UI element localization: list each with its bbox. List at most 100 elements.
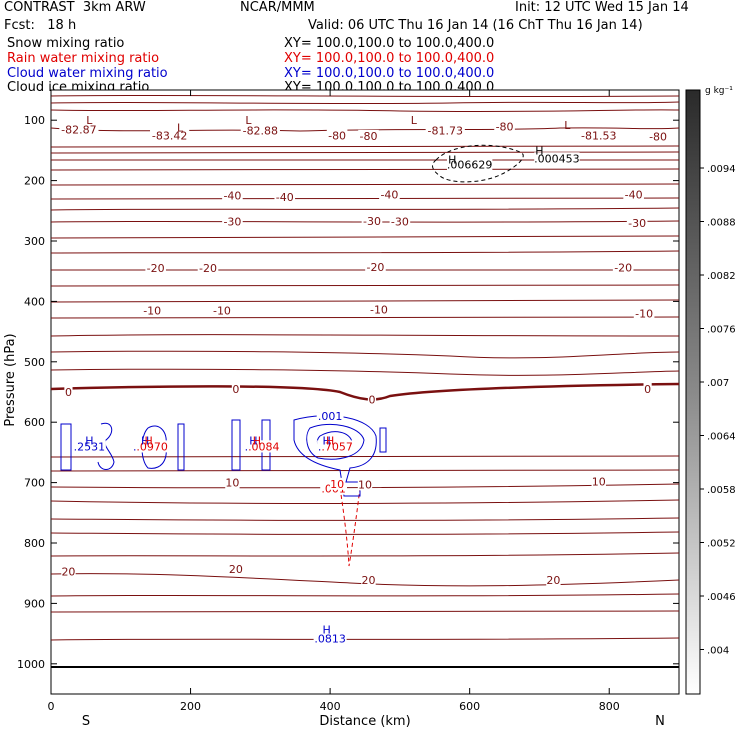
temperature-contour-label-bg: [361, 573, 376, 586]
temperature-contour-label: 10: [358, 478, 372, 491]
temperature-contour-label-bg: [647, 130, 669, 143]
temperature-contour-label-bg: [425, 124, 465, 137]
temperature-contour-label-bg: [546, 573, 561, 586]
high-marker: H: [249, 434, 257, 447]
organization: NCAR/MMM: [240, 0, 315, 15]
y-tick-label: 400: [24, 295, 45, 308]
temperature-contour-label-bg: [591, 475, 606, 488]
rain-max-label: .7057: [321, 440, 353, 453]
temperature-contour-label-bg: [225, 476, 240, 489]
low-marker: L: [177, 121, 184, 134]
high-marker: H: [85, 434, 93, 447]
plot-area: [50, 89, 680, 695]
x-tick-label: 200: [180, 700, 201, 713]
low-marker: L: [245, 114, 252, 127]
snow-contour-label: .006629: [447, 158, 493, 171]
field-name-snow: Snow mixing ratio: [7, 36, 125, 51]
temperature-contour-label: -40: [625, 189, 643, 202]
temperature-contour-label: -10: [213, 304, 231, 317]
temperature-contour-label: 20: [61, 565, 75, 578]
temperature-contour-label: -10: [143, 304, 161, 317]
high-marker: H: [535, 144, 543, 157]
x-axis: 0 200 400 600 800: [48, 90, 620, 713]
temperature-contour-label: -81.53: [581, 129, 616, 142]
rain-contour: [339, 487, 361, 567]
colorbar-tick-label: .0076: [707, 325, 736, 336]
temperature-contour-label: -80: [649, 131, 667, 144]
snow-contour-label-bg: [534, 152, 580, 165]
temperature-contour-label-bg: [197, 262, 219, 275]
cloud-water-contours: [60, 415, 387, 497]
snow-contour-label: .000453: [534, 152, 580, 165]
temperature-contour-label-bg: [389, 215, 411, 228]
high-marker: H: [141, 434, 149, 447]
field-xy-cloud-water: XY= 100.0,100.0 to 100.0,400.0: [284, 66, 495, 81]
temperature-contour-label: -10: [635, 308, 653, 321]
y-tick-label: 1000: [17, 658, 45, 671]
temperature-contour-label-bg: [361, 215, 383, 228]
rain-max-label-bg: [329, 477, 345, 490]
colorbar-tick-label: .0094: [707, 164, 736, 175]
model-title: CONTRAST 3km ARW: [4, 0, 146, 15]
colorbar-tick-label: .0052: [707, 539, 736, 550]
left-endpoint-label: S: [82, 714, 90, 729]
y-tick-label: 900: [24, 597, 45, 610]
temperature-contour-label: 10: [592, 475, 606, 488]
temperature-contour-label-bg: [150, 129, 190, 142]
x-axis-title: Distance (km): [319, 714, 410, 729]
colorbar-ticks: .0094 .0088 .0082 .0076 .007 .0064 .0058 .0052.…: [700, 164, 736, 657]
temperature-contour-label-bg: [357, 478, 373, 491]
temperature-contour-label-bg: [579, 129, 619, 142]
temperature-contour-label: 10: [225, 477, 239, 490]
temperature-contour-label-bg: [626, 216, 648, 229]
temperature-contour-label-bg: [494, 120, 515, 133]
cloud-water-label-bg: [316, 410, 344, 423]
x-tick-label: 400: [320, 700, 341, 713]
temperature-contour-label-bg: [367, 393, 377, 406]
high-marker: H: [326, 434, 334, 447]
y-tick-label: 600: [24, 416, 45, 429]
temperature-contour-label: -10: [370, 303, 388, 316]
temperature-contour-label-bg: [643, 383, 652, 395]
temperature-contour-label: -30: [363, 215, 381, 228]
temperature-contour-label-bg: [222, 215, 243, 228]
rain-max-label-bg: [135, 440, 169, 453]
cloud-water-label: .2531: [74, 440, 106, 453]
temperature-contour-label-bg: [59, 123, 99, 136]
snow-contour-label-bg: [446, 158, 493, 171]
temperature-contour-label: 20: [229, 563, 243, 576]
y-tick-label: 700: [24, 477, 45, 490]
temperature-contour-label-bg: [64, 386, 73, 399]
temperature-contour-label: -82.87: [61, 123, 96, 136]
forecast-hour: Fcst: 18 h: [4, 18, 77, 33]
y-tick-label: 200: [24, 175, 45, 188]
field-name-cloud-water: Cloud water mixing ratio: [7, 66, 168, 81]
y-tick-label: 300: [24, 235, 45, 248]
temperature-contour-label: -81.73: [428, 124, 463, 137]
temperature-contour-label-bg: [612, 261, 634, 274]
field-name-rain: Rain water mixing ratio: [7, 51, 160, 66]
high-marker: H: [145, 434, 153, 447]
init-time: Init: 12 UTC Wed 15 Jan 14: [515, 0, 689, 15]
temperature-contour-label: 0: [368, 393, 375, 406]
colorbar-tick-label: .0064: [707, 432, 736, 443]
temperature-contour-label: -20: [366, 261, 384, 274]
colorbar: [685, 89, 701, 695]
snow-contour: [432, 144, 524, 183]
temperature-contour-label: -20: [199, 262, 217, 275]
y-tick-label: 100: [24, 114, 45, 127]
rain-max-label-bg: [247, 440, 281, 453]
temperature-contour-label: -83.42: [152, 129, 187, 142]
x-tick-label: 600: [459, 700, 480, 713]
cloud-water-label-bg: [313, 632, 347, 645]
temperature-contour-label-bg: [326, 129, 348, 142]
temperature-contour-label: 20: [546, 574, 560, 587]
y-tick-label: 800: [24, 537, 45, 550]
low-marker: L: [86, 114, 93, 127]
temperature-contour-label-bg: [141, 304, 163, 317]
temperature-contour-label: -30: [391, 216, 409, 229]
temperature-contour-label: -80: [360, 130, 378, 143]
cloud-water-label: .0813: [314, 632, 346, 645]
colorbar-tick-label: .0046: [707, 592, 736, 603]
